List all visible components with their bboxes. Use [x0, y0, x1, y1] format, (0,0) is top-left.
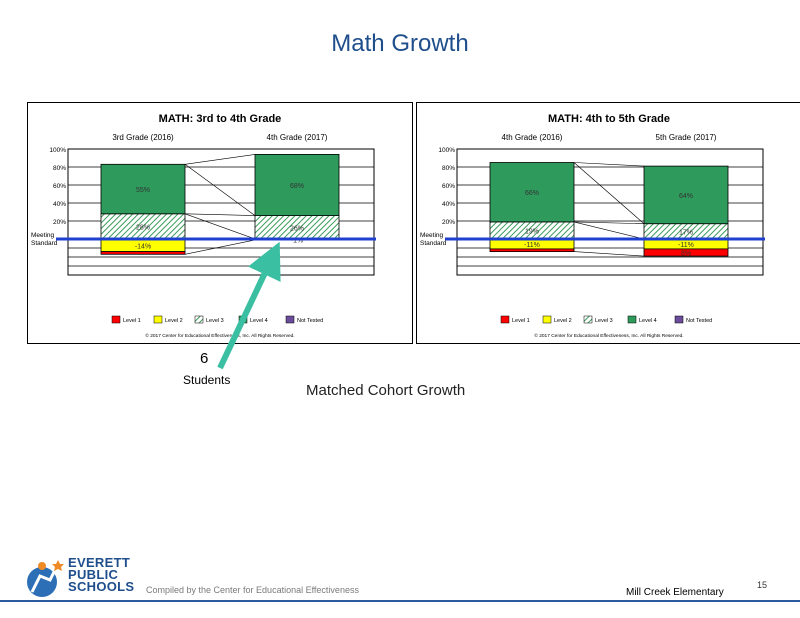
- legend-swatch: [583, 315, 593, 324]
- connector-line: [573, 221, 645, 240]
- legend-label: Level 1: [512, 318, 530, 324]
- data-label: 26%: [290, 225, 304, 232]
- logo-line-1: EVERETT: [68, 555, 131, 570]
- logo-text: EVERETT PUBLIC SCHOOLS: [68, 555, 135, 594]
- bar-segment-level-1: [100, 251, 186, 255]
- legend-swatch: [238, 315, 248, 324]
- connector-line: [184, 239, 256, 255]
- chart-4th-to-5th-svg: MATH: 4th to 5th Grade 4th Grade (2016) 5t…: [420, 113, 765, 339]
- category-label: 3rd Grade (2016): [112, 133, 174, 142]
- footer-divider: [0, 600, 800, 602]
- legend-swatch: [153, 315, 163, 324]
- y-tick-label: 80%: [53, 165, 66, 172]
- bar-segment-level-1: [489, 248, 575, 252]
- legend-label: Not Tested: [686, 318, 712, 324]
- category-label: 4th Grade (2017): [267, 133, 328, 142]
- chart-title: MATH: 4th to 5th Grade: [548, 113, 670, 125]
- standard-label-line2: Standard: [420, 240, 447, 247]
- y-tick-label: 80%: [442, 165, 455, 172]
- y-tick-label: 40%: [53, 201, 66, 208]
- connector-line: [184, 164, 256, 216]
- data-label: -11%: [524, 242, 540, 249]
- y-tick-label: 60%: [442, 183, 455, 190]
- standard-label-line1: Meeting: [31, 232, 55, 239]
- chart-copyright: © 2017 Center for Educational Effectiven…: [534, 332, 683, 339]
- connector-line: [573, 162, 645, 224]
- connector-line: [573, 221, 645, 224]
- page-number: 15: [757, 580, 768, 590]
- school-name: Mill Creek Elementary: [626, 587, 724, 598]
- legend-label: Level 4: [250, 318, 268, 324]
- data-label: 8%: [681, 251, 691, 258]
- chart-copyright: © 2017 Center for Educational Effectiven…: [145, 332, 294, 339]
- data-label: 17%: [679, 229, 693, 236]
- legend-label: Level 3: [595, 318, 613, 324]
- callout-label: Students: [183, 373, 231, 387]
- standard-label-line1: Meeting: [420, 232, 444, 239]
- legend-label: Level 3: [206, 318, 224, 324]
- y-tick-label: 20%: [442, 219, 455, 226]
- bar-segment-level-4: [489, 162, 575, 223]
- y-tick-label: 20%: [53, 219, 66, 226]
- legend-swatch: [111, 315, 121, 324]
- category-label: 4th Grade (2016): [502, 133, 563, 142]
- data-label: 66%: [525, 190, 539, 197]
- connector-line: [573, 162, 645, 167]
- data-label: 64%: [679, 193, 693, 200]
- chart-title: MATH: 3rd to 4th Grade: [159, 113, 282, 125]
- legend-swatch: [674, 315, 684, 324]
- legend-label: Level 2: [554, 318, 572, 324]
- legend-label: Level 4: [639, 318, 657, 324]
- chart-3rd-to-4th-svg: MATH: 3rd to 4th Grade 3rd Grade (2016) 4t…: [31, 113, 376, 339]
- data-label: -11%: [678, 242, 694, 249]
- data-label: 68%: [290, 183, 304, 190]
- legend-label: Level 2: [165, 318, 183, 324]
- bar-segment-level-1: [643, 248, 729, 257]
- logo-line-3: SCHOOLS: [68, 579, 135, 594]
- standard-label-line2: Standard: [31, 240, 58, 247]
- y-tick-label: 100%: [438, 147, 455, 154]
- legend-swatch: [627, 315, 637, 324]
- connector-line: [184, 213, 256, 240]
- legend-swatch: [194, 315, 204, 324]
- category-label: 5th Grade (2017): [656, 133, 717, 142]
- legend-swatch: [542, 315, 552, 324]
- bar-segment-level-4: [100, 163, 186, 215]
- chart-panel-3rd-to-4th: MATH: 3rd to 4th Grade 3rd Grade (2016) 4t…: [27, 102, 413, 344]
- y-tick-label: 40%: [442, 201, 455, 208]
- legend-label: Not Tested: [297, 318, 323, 324]
- callout-number: 6: [200, 350, 209, 367]
- data-label: 55%: [136, 187, 150, 194]
- bar-segment-level-4: [643, 165, 729, 225]
- chart-panel-4th-to-5th: MATH: 4th to 5th Grade 4th Grade (2016) 5t…: [416, 102, 800, 344]
- bar-segment-level-4: [254, 154, 340, 217]
- logo-line-2: PUBLIC: [68, 567, 119, 582]
- data-label: 28%: [136, 224, 150, 231]
- legend-swatch: [285, 315, 295, 324]
- y-tick-label: 100%: [49, 147, 66, 154]
- legend-label: Level 1: [123, 318, 141, 324]
- data-label: -1%: [291, 237, 303, 244]
- compiled-by-text: Compiled by the Center for Educational E…: [146, 585, 359, 595]
- connector-line: [184, 154, 256, 165]
- everett-logo-icon: [27, 560, 64, 597]
- connector-line: [573, 251, 645, 257]
- slide-title: Math Growth: [331, 30, 469, 57]
- connector-line: [184, 213, 256, 216]
- legend-swatch: [500, 315, 510, 324]
- slide-subtitle: Matched Cohort Growth: [306, 382, 466, 399]
- data-label: 19%: [525, 228, 539, 235]
- y-tick-label: 60%: [53, 183, 66, 190]
- data-label: -14%: [135, 243, 151, 250]
